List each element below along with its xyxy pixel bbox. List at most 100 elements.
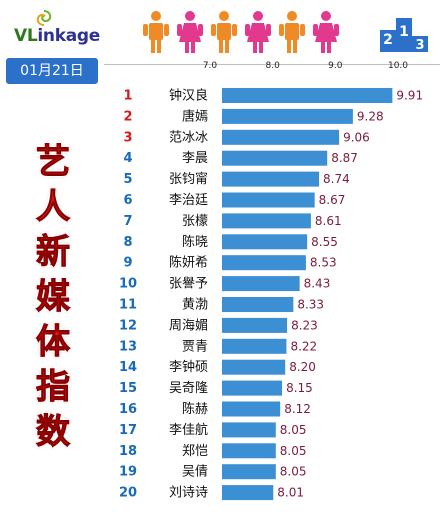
person-pink-icon [313,11,339,53]
data-bar [222,359,286,375]
rank-number: 10 [119,277,137,292]
title-char: 新 [36,232,71,273]
logo-text-part-b: inkage [37,26,100,46]
data-bar [222,297,294,312]
person-leg-left [287,40,291,53]
logo-text-part-a: VL [14,26,38,46]
rank-number: 20 [119,486,137,501]
rank-number: 16 [119,402,137,417]
person-arm-left [143,24,148,36]
people-icons-row [142,10,352,54]
data-label: 8.01 [277,486,304,500]
title-char: 人 [36,187,71,228]
person-dress [247,23,269,42]
person-head [287,11,297,21]
rank-number: 5 [123,172,132,187]
data-label: 8.12 [284,402,311,416]
data-bar [222,401,281,417]
data-bar [222,108,353,124]
rank-number: 9 [123,256,132,271]
person-head [321,11,331,21]
data-bar [222,150,328,166]
rank-number: 1 [123,89,132,104]
person-arm-right [164,24,169,36]
category-label: 黄渤 [182,297,208,313]
data-bar [222,234,308,250]
data-bar [222,255,306,271]
vertical-title: 艺 人 新 媒 体 指 数 [18,140,88,460]
data-bar [222,88,393,103]
logo-text: VLinkage [14,26,100,46]
data-label: 8.87 [331,151,358,165]
category-label: 李佳航 [169,422,208,438]
data-bar [222,443,276,459]
data-label: 8.22 [290,339,317,353]
badge-block-mid [396,18,412,52]
category-label: 贾青 [182,339,208,354]
data-label: 9.06 [343,130,370,144]
person-pink-icon [245,11,271,53]
person-leg-right [157,40,161,53]
rank-number: 12 [119,318,137,333]
rank-number: 4 [123,151,132,166]
data-label: 8.53 [310,256,337,270]
title-char: 数 [36,412,71,453]
data-label: 8.74 [323,172,350,186]
category-label: 刘诗诗 [169,486,208,501]
data-bar [222,171,320,187]
data-label: 8.05 [280,444,307,458]
person-leg-left [321,40,325,53]
x-tick-label: 7.0 [203,61,218,71]
category-label: 唐嫣 [182,108,208,124]
person-arm-right [232,24,237,36]
data-label: 8.67 [319,193,346,207]
category-label: 范冰冰 [169,130,208,145]
category-label: 郑恺 [182,444,208,459]
data-label: 9.91 [396,89,423,103]
title-char: 体 [36,322,71,363]
person-leg-right [293,40,297,53]
data-label: 8.05 [280,465,307,479]
badge-213-icon: 2 1 3 [380,18,428,52]
badge-block-left [380,30,396,52]
person-leg-left [253,40,257,53]
person-arm-right [198,24,203,36]
category-label: 周海媚 [169,318,208,333]
category-label: 张譽予 [169,277,208,292]
rank-number: 3 [123,130,132,145]
title-char: 艺 [36,142,71,183]
person-pink-icon [177,11,203,53]
badge-digit-right: 3 [415,38,424,52]
rank-number: 17 [119,423,137,438]
x-tick-label: 10.0 [388,61,408,71]
data-label: 8.33 [297,298,324,312]
data-label: 8.20 [289,360,316,374]
data-bar [222,192,315,208]
person-body [285,23,299,40]
rank-number: 18 [119,444,137,459]
rank-number: 8 [123,235,132,250]
person-arm-left [245,24,250,36]
data-bar [222,380,283,396]
category-label: 李晨 [182,151,208,166]
person-orange-icon [279,11,305,53]
person-leg-left [185,40,189,53]
person-dress [179,23,201,42]
category-label: 张钧甯 [169,171,208,187]
title-char: 指 [36,367,71,408]
data-bar [222,422,276,438]
person-leg-left [151,40,155,53]
category-label: 张檬 [182,214,208,229]
person-arm-left [211,24,216,36]
rank-number: 13 [119,339,137,354]
rank-number: 2 [123,109,132,124]
data-bar [222,464,276,480]
rank-number: 6 [123,193,132,208]
person-orange-icon [143,11,169,53]
person-dress [315,23,337,42]
data-bar [222,317,288,333]
data-label: 8.61 [315,214,342,228]
title-char: 媒 [36,277,71,318]
rank-number: 11 [119,298,137,313]
